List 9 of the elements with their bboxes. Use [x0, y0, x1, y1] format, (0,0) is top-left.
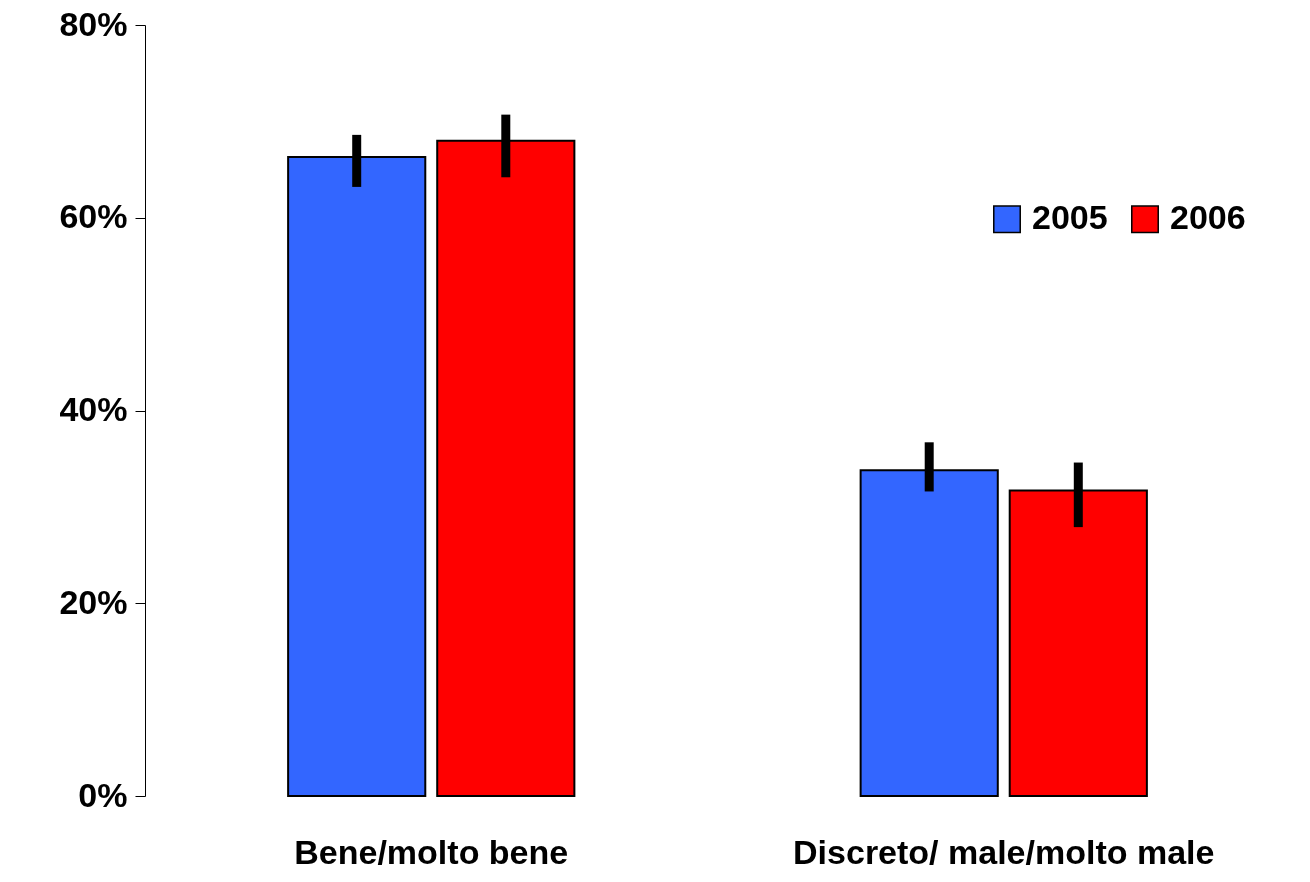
y-tick-label: 60% [59, 197, 128, 236]
y-tick-label: 0% [78, 775, 128, 814]
y-tick-label: 40% [59, 390, 128, 428]
legend-label: 2005 [1032, 198, 1108, 237]
y-tick-label: 20% [59, 582, 128, 621]
y-tick-label: 80% [59, 4, 128, 43]
x-tick-label: Discreto/ male/molto male [793, 832, 1215, 871]
legend-label: 2006 [1170, 198, 1246, 237]
x-tick-label: Bene/molto bene [294, 832, 569, 871]
